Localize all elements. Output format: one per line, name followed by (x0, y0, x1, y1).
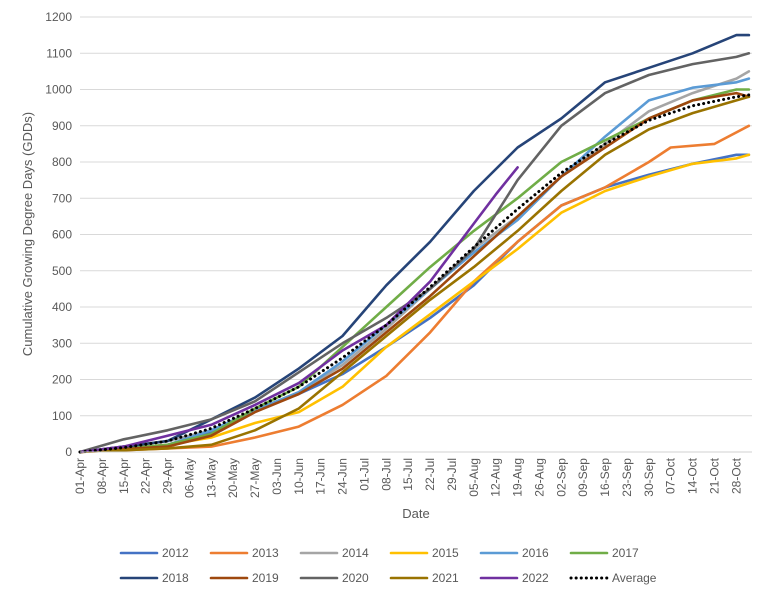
legend-label: 2022 (522, 571, 549, 585)
x-tick-label: 17-Jun (314, 458, 328, 495)
y-tick-label: 900 (52, 119, 72, 133)
y-tick-label: 100 (52, 409, 72, 423)
x-axis-title: Date (402, 506, 429, 521)
x-tick-label: 28-Oct (729, 457, 743, 494)
x-tick-label: 12-Aug (489, 458, 503, 497)
x-tick-label: 07-Oct (664, 457, 678, 494)
x-tick-label: 21-Oct (707, 457, 721, 494)
x-tick-label: 15-Apr (117, 458, 131, 494)
x-tick-label: 22-Jul (423, 458, 437, 491)
x-tick-label: 02-Sep (554, 458, 568, 497)
series-line-2022 (78, 166, 519, 454)
x-tick-label: 16-Sep (598, 458, 612, 497)
legend-label: Average (612, 571, 657, 585)
gridlines (80, 16, 752, 417)
x-tick-label: 10-Jun (292, 458, 306, 495)
legend-label: 2016 (522, 546, 549, 560)
series-lines (78, 33, 751, 454)
y-tick-label: 1200 (45, 10, 72, 24)
x-tick-label: 30-Sep (642, 458, 656, 497)
x-axis-ticks: 01-Apr 08-Apr 15-Apr 22-Apr 29-Apr 06-May 13-M… (73, 457, 743, 498)
x-tick-label: 19-Aug (511, 458, 525, 497)
series-line-2021 (78, 95, 751, 454)
y-tick-label: 300 (52, 336, 72, 350)
y-tick-label: 0 (65, 445, 72, 459)
x-tick-label: 01-Apr (73, 458, 87, 494)
x-tick-label: 22-Apr (139, 458, 153, 494)
y-axis-title: Cumulative Growing Degree Days (GDDs) (20, 112, 35, 356)
series-line-average (78, 93, 751, 454)
x-tick-label: 08-Apr (95, 458, 109, 494)
x-tick-label: 09-Sep (576, 458, 590, 497)
x-tick-label: 13-May (204, 458, 218, 498)
y-tick-label: 400 (52, 300, 72, 314)
legend-label: 2018 (162, 571, 189, 585)
x-tick-label: 24-Jun (336, 458, 350, 495)
series-line-2019 (78, 91, 751, 454)
legend-label: 2021 (432, 571, 459, 585)
y-axis-ticks: 0 100 200 300 400 500 600 700 800 900 1000 1100 1200 (45, 10, 72, 459)
legend-label: 2015 (432, 546, 459, 560)
x-tick-label: 29-Apr (161, 458, 175, 494)
x-tick-label: 14-Oct (686, 457, 700, 494)
x-tick-label: 29-Jul (445, 458, 459, 491)
legend-label: 2013 (252, 546, 279, 560)
legend-label: 2020 (342, 571, 369, 585)
y-tick-label: 1000 (45, 83, 72, 97)
x-tick-label: 05-Aug (467, 458, 481, 497)
x-tick-label: 26-Aug (532, 458, 546, 497)
x-tick-label: 20-May (226, 458, 240, 498)
x-tick-label: 06-May (182, 458, 196, 498)
y-tick-label: 500 (52, 264, 72, 278)
x-tick-label: 27-May (248, 458, 262, 498)
x-tick-label: 23-Sep (620, 458, 634, 497)
x-tick-label: 01-Jul (357, 458, 371, 491)
y-tick-label: 1100 (46, 46, 72, 60)
series-line-2018 (78, 33, 751, 454)
y-tick-label: 700 (52, 191, 72, 205)
legend-label: 2012 (162, 546, 189, 560)
legend-label: 2017 (612, 546, 639, 560)
x-tick-label: 08-Jul (379, 458, 393, 491)
series-line-2020 (78, 51, 751, 454)
legend-label: 2019 (252, 571, 279, 585)
y-tick-label: 200 (52, 373, 72, 387)
legend-label: 2014 (342, 546, 369, 560)
x-tick-label: 03-Jun (270, 458, 284, 495)
series-line-2016 (78, 77, 751, 454)
legend: 2012 2013 2014 2015 2016 2017 2018 2019 2020 2021… (119, 546, 657, 585)
y-tick-label: 800 (52, 155, 72, 169)
y-tick-label: 600 (52, 228, 72, 242)
x-tick-label: 15-Jul (401, 458, 415, 491)
